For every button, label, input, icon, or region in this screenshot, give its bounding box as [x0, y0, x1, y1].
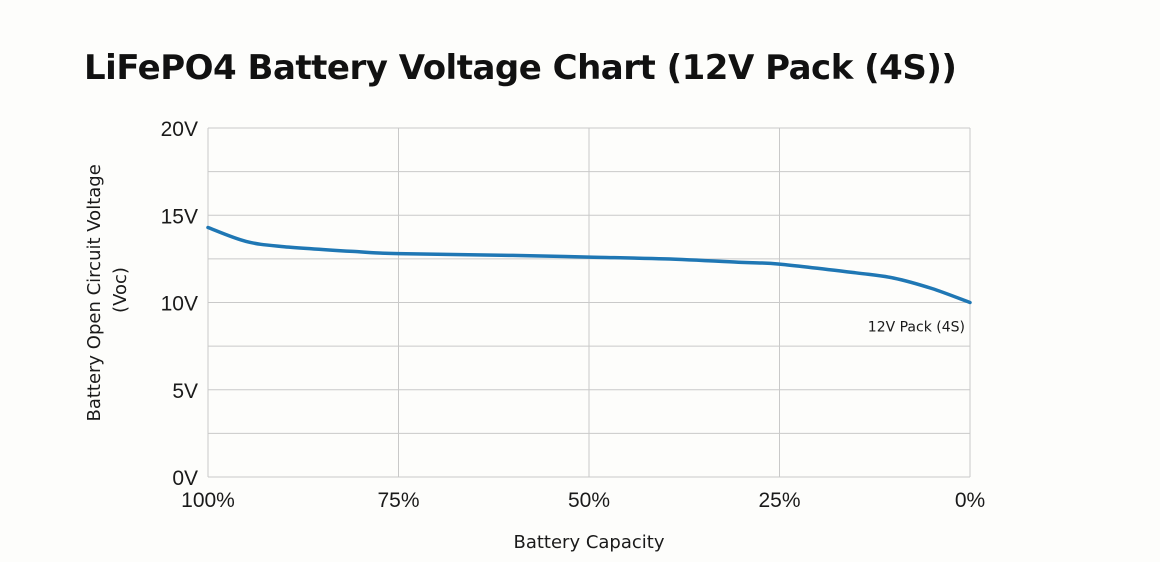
y-axis-label-line-2: (Voc)	[110, 267, 131, 313]
y-tick-label: 15V	[161, 205, 198, 228]
y-tick-label: 10V	[161, 293, 198, 316]
series-line	[206, 225, 972, 305]
x-axis-ticks: 100% 75% 50% 25% 0%	[181, 489, 985, 512]
y-tick-label: 0V	[172, 467, 198, 490]
series-layer: 12V Pack (4S)	[206, 225, 972, 336]
grid	[207, 127, 971, 478]
chart-title: LiFePO4 Battery Voltage Chart (12V Pack …	[84, 48, 957, 88]
x-tick-label: 100%	[181, 489, 235, 512]
y-tick-label: 5V	[172, 380, 198, 403]
y-tick-label: 20V	[161, 118, 198, 141]
x-tick-label: 75%	[377, 489, 419, 512]
x-tick-label: 0%	[955, 489, 985, 512]
y-axis-ticks: 0V 5V 10V 15V 20V	[161, 118, 198, 490]
x-tick-label: 25%	[758, 489, 800, 512]
y-axis-label: Battery Open Circuit Voltage (Voc)	[84, 158, 131, 421]
x-tick-label: 50%	[568, 489, 610, 512]
x-axis-label: Battery Capacity	[513, 532, 664, 553]
series-label: 12V Pack (4S)	[868, 320, 965, 336]
y-axis-label-line-1: Battery Open Circuit Voltage	[84, 164, 105, 421]
